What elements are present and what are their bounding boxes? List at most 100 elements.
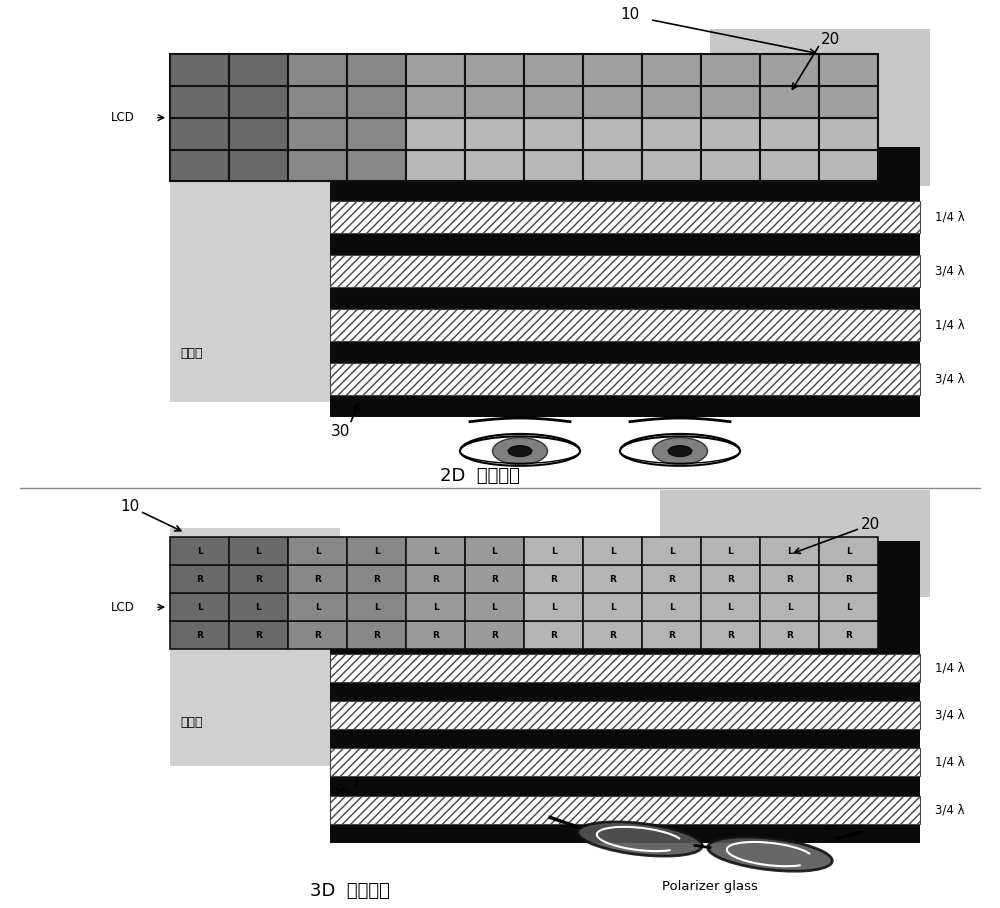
Bar bbox=[406, 85, 465, 118]
Text: R: R bbox=[491, 631, 498, 640]
Text: L: L bbox=[374, 547, 379, 556]
Text: 1/4 λ: 1/4 λ bbox=[935, 661, 965, 674]
Text: L: L bbox=[492, 547, 497, 556]
Text: R: R bbox=[314, 631, 321, 640]
Text: L: L bbox=[669, 547, 674, 556]
Bar bbox=[330, 654, 920, 682]
Bar bbox=[819, 621, 878, 649]
Text: L: L bbox=[256, 603, 261, 612]
Bar bbox=[465, 593, 524, 621]
Text: L: L bbox=[846, 547, 851, 556]
Bar bbox=[347, 621, 406, 649]
Bar bbox=[330, 748, 920, 776]
Bar bbox=[524, 593, 583, 621]
Bar bbox=[170, 54, 229, 85]
Bar bbox=[330, 682, 920, 701]
Text: R: R bbox=[314, 575, 321, 584]
Text: L: L bbox=[256, 547, 261, 556]
Text: L: L bbox=[551, 603, 556, 612]
Text: R: R bbox=[668, 631, 675, 640]
Bar bbox=[170, 593, 229, 621]
Bar bbox=[330, 795, 920, 824]
Bar bbox=[229, 565, 288, 593]
Bar bbox=[583, 118, 642, 150]
Text: L: L bbox=[669, 603, 674, 612]
Bar bbox=[330, 701, 920, 729]
Bar bbox=[170, 118, 229, 150]
Bar bbox=[465, 54, 524, 85]
Text: L: L bbox=[433, 547, 438, 556]
Ellipse shape bbox=[620, 437, 740, 466]
Bar bbox=[819, 565, 878, 593]
Bar bbox=[330, 255, 920, 287]
Bar bbox=[330, 795, 920, 824]
Bar bbox=[170, 621, 229, 649]
Ellipse shape bbox=[652, 438, 708, 465]
Text: 50: 50 bbox=[410, 814, 430, 829]
Text: 3/4 λ: 3/4 λ bbox=[935, 264, 965, 278]
Bar bbox=[170, 538, 229, 565]
Text: 3/4 λ: 3/4 λ bbox=[935, 372, 965, 385]
Text: LCD: LCD bbox=[111, 601, 135, 614]
Bar bbox=[330, 147, 920, 402]
Bar bbox=[760, 150, 819, 182]
Text: R: R bbox=[786, 575, 793, 584]
Text: L: L bbox=[433, 603, 438, 612]
Text: R: R bbox=[727, 575, 734, 584]
Bar bbox=[330, 340, 920, 363]
Bar bbox=[330, 201, 920, 232]
Bar bbox=[701, 150, 760, 182]
Text: R: R bbox=[550, 631, 557, 640]
Bar bbox=[760, 538, 819, 565]
Bar bbox=[330, 729, 920, 748]
Text: R: R bbox=[196, 631, 203, 640]
Bar bbox=[701, 565, 760, 593]
Bar bbox=[642, 54, 701, 85]
Bar bbox=[819, 150, 878, 182]
Bar bbox=[288, 54, 347, 85]
Bar bbox=[524, 565, 583, 593]
Text: 1/4 λ: 1/4 λ bbox=[935, 211, 965, 223]
Text: 30: 30 bbox=[330, 788, 350, 804]
Text: 3/4 λ: 3/4 λ bbox=[935, 804, 965, 816]
Ellipse shape bbox=[508, 445, 532, 458]
Bar bbox=[347, 150, 406, 182]
Text: L: L bbox=[492, 603, 497, 612]
Text: 10: 10 bbox=[620, 7, 640, 22]
Text: R: R bbox=[255, 631, 262, 640]
Text: L: L bbox=[728, 603, 733, 612]
Bar bbox=[465, 118, 524, 150]
Text: R: R bbox=[432, 631, 439, 640]
Bar bbox=[701, 593, 760, 621]
Text: L: L bbox=[787, 547, 792, 556]
Text: 40: 40 bbox=[890, 793, 910, 808]
Text: 偏光板: 偏光板 bbox=[180, 716, 202, 729]
Text: L: L bbox=[846, 603, 851, 612]
Bar bbox=[642, 85, 701, 118]
Bar bbox=[229, 118, 288, 150]
Bar bbox=[229, 54, 288, 85]
Ellipse shape bbox=[492, 438, 548, 465]
Bar bbox=[760, 118, 819, 150]
Bar bbox=[642, 118, 701, 150]
Bar bbox=[406, 54, 465, 85]
Bar bbox=[170, 133, 340, 402]
Bar bbox=[583, 150, 642, 182]
Text: R: R bbox=[432, 575, 439, 584]
Text: L: L bbox=[551, 547, 556, 556]
Bar bbox=[330, 654, 920, 682]
Text: L: L bbox=[610, 547, 615, 556]
Bar bbox=[642, 150, 701, 182]
Bar bbox=[330, 701, 920, 729]
Text: R: R bbox=[609, 575, 616, 584]
Bar bbox=[170, 528, 340, 765]
Bar bbox=[330, 309, 920, 340]
Text: L: L bbox=[197, 603, 202, 612]
Bar bbox=[288, 538, 347, 565]
Text: R: R bbox=[255, 575, 262, 584]
Bar bbox=[760, 85, 819, 118]
Text: 1/4 λ: 1/4 λ bbox=[935, 319, 965, 331]
Bar bbox=[701, 54, 760, 85]
Bar bbox=[642, 565, 701, 593]
Bar bbox=[819, 118, 878, 150]
